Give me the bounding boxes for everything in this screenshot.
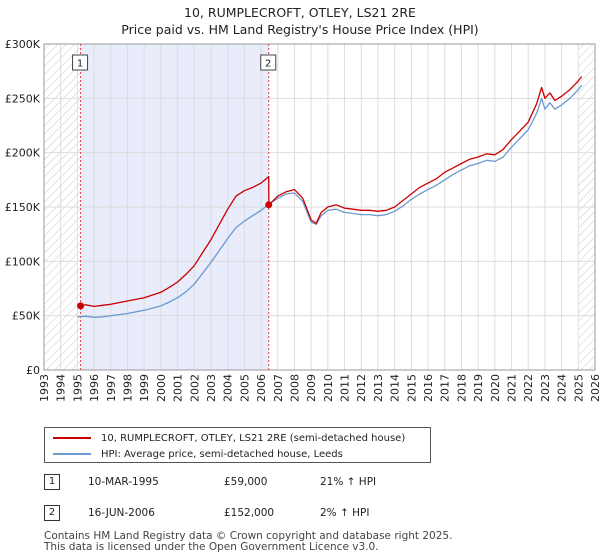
x-tick-label: 2012 [355,374,368,402]
sale-point-2 [265,201,273,209]
x-tick-label: 1999 [138,374,151,402]
sale-point-1 [77,302,85,310]
y-tick-label: £250K [5,92,41,105]
legend-swatch-hpi [53,453,91,455]
x-tick-label: 2006 [255,374,268,402]
x-tick-label: 1997 [105,374,118,402]
x-tick-label: 1996 [88,374,101,402]
footer-line-1: Contains HM Land Registry data © Crown c… [44,530,453,542]
transaction-hpi-2: 2% ↑ HPI [320,507,370,519]
y-tick-label: £150K [5,201,41,214]
transaction-date-1: 10-MAR-1995 [88,476,159,488]
transaction-price-2: £152,000 [224,507,275,519]
x-tick-label: 2003 [205,374,218,402]
series-line-hpi [77,84,583,318]
x-tick-label: 2017 [439,374,452,402]
sale-marker-box-1 [72,54,89,71]
x-tick-label: 1995 [71,374,84,402]
x-tick-label: 2026 [589,374,600,402]
plot-border [43,43,596,371]
footer-line-2: This data is licensed under the Open Gov… [44,541,379,553]
x-tick-label: 2001 [172,374,185,402]
title-line-2: Price paid vs. HM Land Registry's House … [121,22,479,37]
x-tick-label: 2016 [422,374,435,402]
x-tick-label: 2020 [489,374,502,402]
transaction-badge-1: 1 [44,474,60,490]
y-tick-label: £300K [5,38,41,51]
x-tick-label: 2011 [339,374,352,402]
x-tick-label: 2002 [188,374,201,402]
series-line-property [80,76,583,308]
transaction-price-1: £59,000 [224,476,268,488]
sale-marker-box-2 [260,54,277,71]
legend: 10, RUMPLECROFT, OTLEY, LS21 2RE (semi-d… [44,427,431,463]
y-tick-label: £0 [26,364,40,377]
legend-item-hpi: HPI: Average price, semi-detached house,… [53,447,343,461]
x-tick-label: 2010 [322,374,335,402]
x-tick-label: 2009 [305,374,318,402]
transaction-date-2: 16-JUN-2006 [88,507,155,519]
y-tick-label: £200K [5,147,41,160]
x-tick-label: 1993 [38,374,51,402]
x-tick-label: 1998 [121,374,134,402]
x-tick-label: 2021 [506,374,519,402]
transaction-hpi-1: 21% ↑ HPI [320,476,377,488]
title-line-1: 10, RUMPLECROFT, OTLEY, LS21 2RE [184,5,416,20]
sale-marker-label-1: 1 [77,59,83,70]
legend-item-property: 10, RUMPLECROFT, OTLEY, LS21 2RE (semi-d… [53,431,405,445]
footer: Contains HM Land Registry data © Crown c… [44,531,452,553]
x-tick-label: 1994 [55,374,68,402]
legend-swatch-property [53,437,91,439]
y-tick-label: £50K [12,310,41,323]
legend-label-hpi: HPI: Average price, semi-detached house,… [101,448,343,460]
legend-label-property: 10, RUMPLECROFT, OTLEY, LS21 2RE (semi-d… [101,432,406,444]
x-tick-label: 2023 [539,374,552,402]
chart-title: 10, RUMPLECROFT, OTLEY, LS21 2RE Price p… [0,4,600,38]
x-tick-label: 2007 [272,374,285,402]
x-tick-label: 2013 [372,374,385,402]
x-tick-label: 2024 [556,374,569,402]
x-tick-label: 2000 [155,374,168,402]
x-tick-label: 2018 [455,374,468,402]
x-tick-label: 2022 [522,374,535,402]
transaction-badge-2: 2 [44,505,60,521]
x-tick-label: 2015 [405,374,418,402]
x-tick-label: 2008 [288,374,301,402]
x-tick-label: 2019 [472,374,485,402]
x-tick-label: 2004 [222,374,235,402]
sale-marker-label-2: 2 [265,59,271,70]
x-tick-label: 2014 [389,374,402,402]
y-tick-label: £100K [5,255,41,268]
x-tick-label: 2005 [238,374,251,402]
x-tick-label: 2025 [572,374,585,402]
